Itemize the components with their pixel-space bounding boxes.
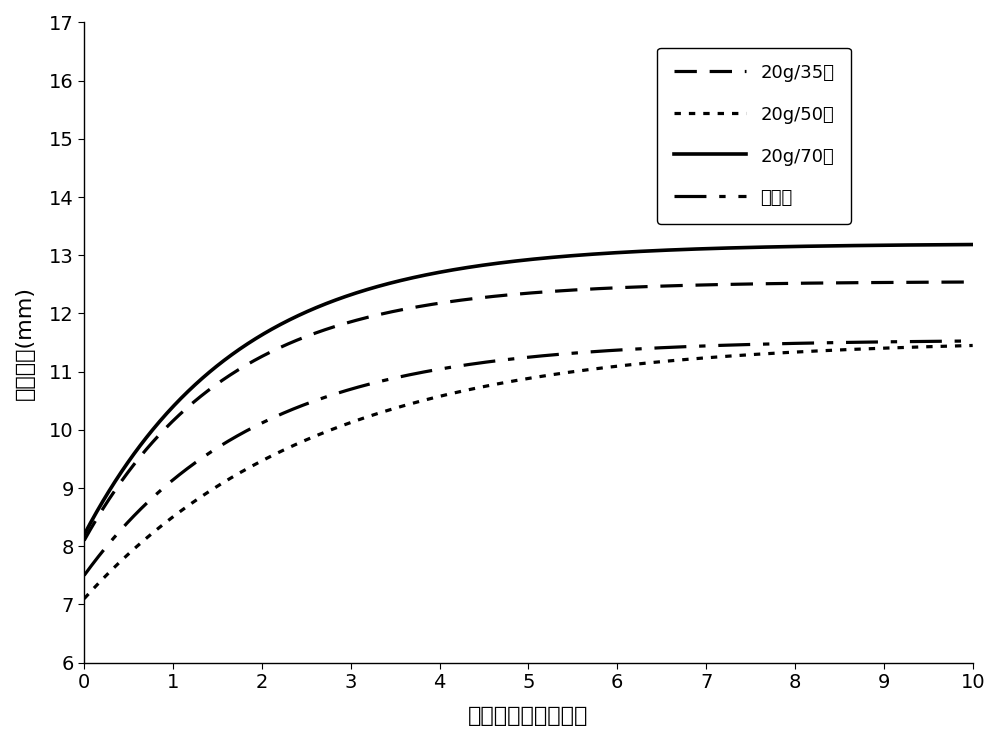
20g/35天 — [787, 279, 799, 288]
对照组 — [787, 339, 799, 348]
20g/35天 — [78, 536, 90, 545]
20g/50天 — [437, 391, 449, 400]
Line: 对照组: 对照组 — [84, 341, 973, 576]
Line: 20g/35天: 20g/35天 — [84, 282, 973, 540]
Y-axis label: 卵泡直径(mm): 卵泡直径(mm) — [15, 285, 35, 399]
20g/70天 — [787, 242, 799, 251]
20g/35天 — [967, 278, 979, 287]
20g/70天 — [688, 245, 700, 253]
对照组 — [771, 339, 783, 348]
对照组 — [437, 364, 449, 373]
20g/50天 — [688, 354, 700, 363]
Legend: 20g/35天, 20g/50天, 20g/70天, 对照组: 20g/35天, 20g/50天, 20g/70天, 对照组 — [657, 47, 851, 224]
20g/50天 — [78, 594, 90, 603]
X-axis label: 同期发情时间（天）: 同期发情时间（天） — [468, 706, 589, 726]
20g/50天 — [470, 384, 482, 393]
Line: 20g/50天: 20g/50天 — [84, 345, 973, 599]
20g/50天 — [967, 341, 979, 350]
20g/35天 — [437, 298, 449, 307]
20g/50天 — [787, 348, 799, 356]
20g/70天 — [771, 242, 783, 251]
20g/70天 — [169, 400, 181, 409]
20g/50天 — [771, 348, 783, 357]
20g/35天 — [169, 414, 181, 423]
对照组 — [169, 473, 181, 482]
Line: 20g/70天: 20g/70天 — [84, 245, 973, 535]
对照组 — [470, 359, 482, 368]
20g/35天 — [688, 281, 700, 290]
20g/70天 — [470, 262, 482, 270]
20g/35天 — [771, 279, 783, 288]
20g/35天 — [470, 294, 482, 303]
对照组 — [967, 336, 979, 345]
20g/70天 — [967, 240, 979, 249]
对照组 — [78, 571, 90, 580]
20g/70天 — [437, 267, 449, 276]
20g/70天 — [78, 531, 90, 539]
20g/50天 — [169, 511, 181, 520]
对照组 — [688, 342, 700, 350]
